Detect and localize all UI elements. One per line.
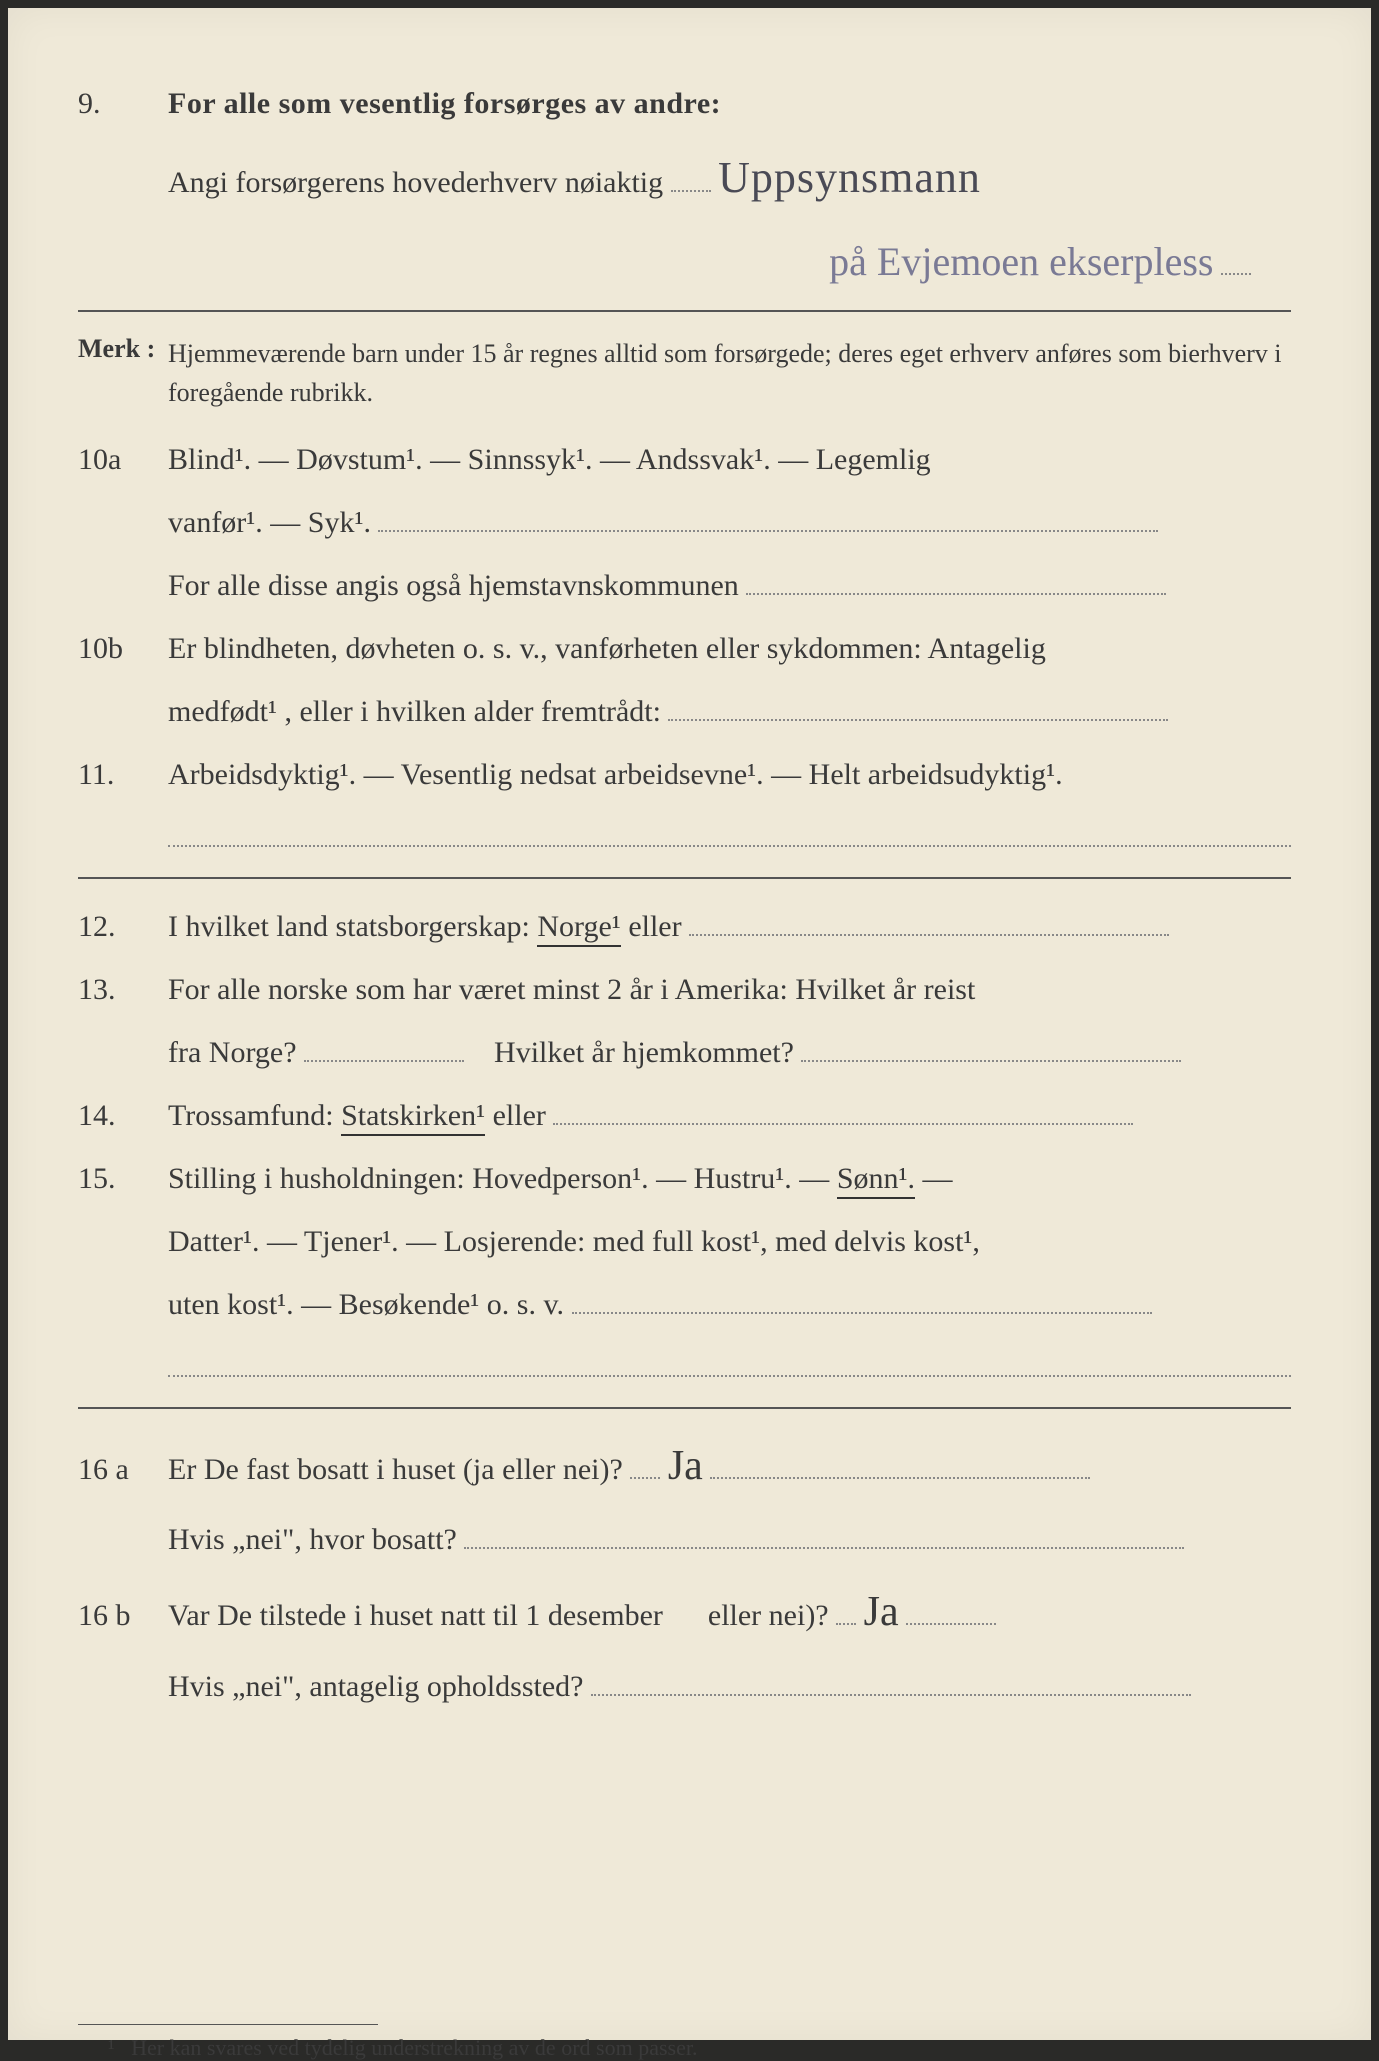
q13-text2b: Hvilket år hjemkommet? xyxy=(494,1036,794,1069)
q10a-number: 10a xyxy=(78,443,168,477)
q16a-row2: Hvis „nei", hvor bosatt? xyxy=(78,1514,1291,1565)
q10a-row2: vanfør¹. — Syk¹. xyxy=(78,497,1291,548)
divider-1 xyxy=(78,310,1291,312)
q12-row: 12. I hvilket land statsborgerskap: Norg… xyxy=(78,901,1291,952)
q15-blank xyxy=(78,1342,1291,1393)
q9-handwritten-1: Uppsynsmann xyxy=(718,141,981,216)
q14-statskirken: Statskirken¹ xyxy=(341,1099,485,1136)
q9-number: 9. xyxy=(78,87,168,121)
q15-text1a: Stilling i husholdningen: Hovedperson¹. … xyxy=(168,1162,837,1195)
q14-number: 14. xyxy=(78,1099,168,1133)
q9-label: Angi forsørgerens hovederhverv nøiaktig xyxy=(168,166,663,199)
q9-row3: på Evjemoen ekserpless xyxy=(78,228,1291,296)
q10a-opts2: vanfør¹. — Syk¹. xyxy=(168,506,371,539)
q13-number: 13. xyxy=(78,973,168,1007)
q9-row2: Angi forsørgerens hovederhverv nøiaktig … xyxy=(78,141,1291,216)
q16b-text1b: eller nei)? xyxy=(708,1599,829,1632)
q13-row2: fra Norge? Hvilket år hjemkommet? xyxy=(78,1027,1291,1078)
q10b-number: 10b xyxy=(78,632,168,666)
q15-number: 15. xyxy=(78,1162,168,1196)
merk-row: Merk : Hjemmeværende barn under 15 år re… xyxy=(78,334,1291,412)
q12-text-a: I hvilket land statsborgerskap: xyxy=(168,910,537,943)
q15-text3: uten kost¹. — Besøkende¹ o. s. v. xyxy=(168,1288,564,1321)
q16b-handwritten: Ja xyxy=(864,1577,899,1648)
q11-row: 11. Arbeidsdyktig¹. — Vesentlig nedsat a… xyxy=(78,749,1291,800)
q16a-text2: Hvis „nei", hvor bosatt? xyxy=(168,1523,457,1556)
q13-text1: For alle norske som har været minst 2 år… xyxy=(168,964,1291,1015)
q14-row: 14. Trossamfund: Statskirken¹ eller xyxy=(78,1090,1291,1141)
q11-text: Arbeidsdyktig¹. — Vesentlig nedsat arbei… xyxy=(168,749,1291,800)
divider-2 xyxy=(78,877,1291,879)
merk-text: Hjemmeværende barn under 15 år regnes al… xyxy=(168,334,1291,412)
q15-row2: Datter¹. — Tjener¹. — Losjerende: med fu… xyxy=(78,1216,1291,1267)
q16a-text1: Er De fast bosatt i huset (ja eller nei)… xyxy=(168,1453,623,1486)
q10a-line3: For alle disse angis også hjemstavnskomm… xyxy=(168,569,739,602)
q10a-opts1: Blind¹. — Døvstum¹. — Sinnssyk¹. — Andss… xyxy=(168,434,1291,485)
divider-3 xyxy=(78,1407,1291,1409)
q10a-row3: For alle disse angis også hjemstavnskomm… xyxy=(78,560,1291,611)
q16a-number: 16 a xyxy=(78,1453,168,1487)
q10b-row2: medfødt¹ , eller i hvilken alder fremtrå… xyxy=(78,686,1291,737)
q10a-row1: 10a Blind¹. — Døvstum¹. — Sinnssyk¹. — A… xyxy=(78,434,1291,485)
q16b-number: 16 b xyxy=(78,1599,168,1633)
q15-text2: Datter¹. — Tjener¹. — Losjerende: med fu… xyxy=(168,1216,1291,1267)
document-page: 9. For alle som vesentlig forsørges av a… xyxy=(8,8,1371,2040)
q10b-text1: Er blindheten, døvheten o. s. v., vanfør… xyxy=(168,623,1291,674)
q10b-text2: medfødt¹ , eller i hvilken alder fremtrå… xyxy=(168,695,661,728)
q9-handwritten-2: på Evjemoen ekserpless xyxy=(829,228,1213,296)
q11-number: 11. xyxy=(78,758,168,792)
q12-number: 12. xyxy=(78,910,168,944)
footnote-marker: ¹ xyxy=(108,2035,115,2060)
q10b-row1: 10b Er blindheten, døvheten o. s. v., va… xyxy=(78,623,1291,674)
footnote-rule xyxy=(78,2024,378,2025)
merk-label: Merk : xyxy=(78,334,168,364)
q9-heading: For alle som vesentlig forsørges av andr… xyxy=(168,78,1291,129)
q13-row1: 13. For alle norske som har været minst … xyxy=(78,964,1291,1015)
q14-text-a: Trossamfund: xyxy=(168,1099,341,1132)
q15-row3: uten kost¹. — Besøkende¹ o. s. v. xyxy=(78,1279,1291,1330)
q16b-row2: Hvis „nei", antagelig opholdssted? xyxy=(78,1661,1291,1712)
q15-sonn: Sønn¹. xyxy=(837,1162,915,1199)
q12-norge: Norge¹ xyxy=(537,910,620,947)
q16a-handwritten: Ja xyxy=(668,1431,703,1502)
q11-blank xyxy=(78,812,1291,863)
q16a-row1: 16 a Er De fast bosatt i huset (ja eller… xyxy=(78,1431,1291,1502)
q13-text2a: fra Norge? xyxy=(168,1036,297,1069)
q12-text-b: eller xyxy=(628,910,681,943)
q16b-text1a: Var De tilstede i huset natt til 1 desem… xyxy=(168,1599,663,1632)
q16b-row1: 16 b Var De tilstede i huset natt til 1 … xyxy=(78,1577,1291,1648)
q16b-text2: Hvis „nei", antagelig opholdssted? xyxy=(168,1670,584,1703)
footnote-text: Her kan svares ved tydelig understreknin… xyxy=(131,2035,697,2060)
q9-row1: 9. For alle som vesentlig forsørges av a… xyxy=(78,78,1291,129)
q14-text-b: eller xyxy=(493,1099,546,1132)
q15-text1b: — xyxy=(923,1162,953,1195)
q15-row1: 15. Stilling i husholdningen: Hovedperso… xyxy=(78,1153,1291,1204)
